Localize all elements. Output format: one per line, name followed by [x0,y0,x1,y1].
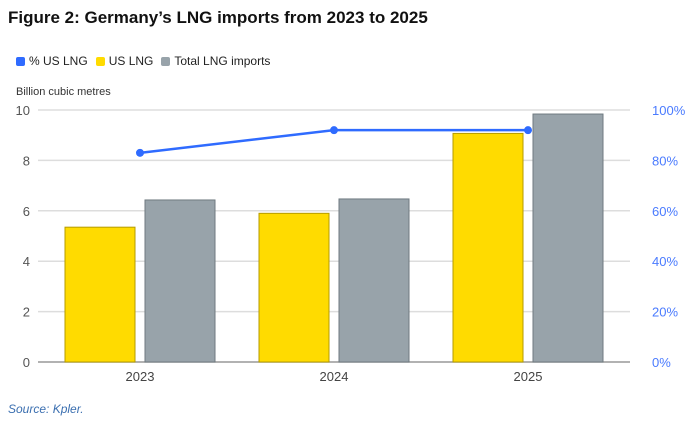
legend-label: % US LNG [29,54,88,68]
y-tick-label: 10 [16,103,30,118]
x-tick-label: 2025 [514,369,543,384]
y-tick-label: 8 [23,153,30,168]
legend-label: Total LNG imports [174,54,271,68]
legend-item-us: US LNG [95,54,154,68]
legend: % US LNG US LNG Total LNG imports [16,54,270,68]
x-tick-label: 2023 [126,369,155,384]
bar-us-lng-2023 [64,226,136,363]
legend-swatch [16,56,25,66]
y-tick-label: 6 [23,204,30,219]
x-tick-label: 2024 [320,369,349,384]
bar-us-lng-2025 [452,132,524,363]
y2-tick-label: 20% [652,305,678,320]
bar-total-lng-imports-2025 [532,113,604,363]
bar-total-lng-imports-2024 [338,198,410,363]
y2-tick-label: 60% [652,204,678,219]
legend-swatch [95,56,105,66]
y2-tick-label: 0% [652,355,671,370]
legend-item-total: Total LNG imports [161,54,270,68]
legend-swatch [161,56,171,66]
y-axis-label: Billion cubic metres [16,86,111,98]
y2-tick-label: 100% [652,103,686,118]
chart-title: Figure 2: Germany’s LNG imports from 202… [8,8,428,27]
point-pct-us-lng-2025 [524,126,532,135]
source-note: Source: Kpler. [8,402,84,416]
legend-item-pct-us: % US LNG [16,54,88,68]
y-tick-label: 4 [23,254,30,269]
y2-tick-label: 80% [652,153,678,168]
bar-total-lng-imports-2023 [144,199,216,363]
legend-label: US LNG [108,54,154,68]
y-tick-label: 2 [23,305,30,320]
point-pct-us-lng-2024 [330,126,338,135]
bar-us-lng-2024 [258,212,330,363]
point-pct-us-lng-2023 [136,148,144,157]
y-tick-label: 0 [23,355,30,370]
y2-tick-label: 40% [652,254,678,269]
